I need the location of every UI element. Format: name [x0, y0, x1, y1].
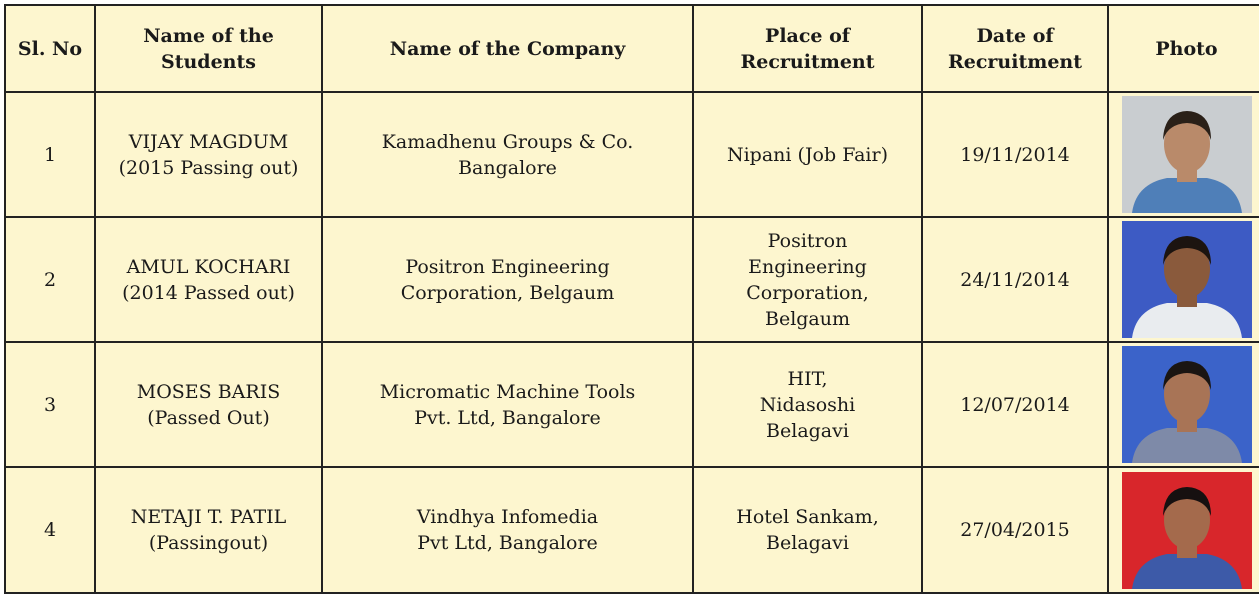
cell-line: Engineering: [748, 255, 867, 278]
cell-line: Recruitment: [740, 50, 875, 73]
cell-line: HIT,: [787, 367, 828, 390]
header-cell: Photo: [1107, 4, 1259, 93]
table-row: 2 AMUL KOCHARI (2014 Passed out) Positron E…: [4, 216, 1259, 343]
table-cell: NETAJI T. PATIL (Passingout): [94, 466, 323, 594]
cell-line: Nidasoshi: [759, 393, 856, 416]
header-cell: Date of Recruitment: [921, 4, 1109, 93]
cell-line: Bangalore: [458, 156, 557, 179]
photo-cell: [1107, 216, 1259, 343]
cell-line: (Passingout): [148, 532, 269, 554]
table-cell: Positron Engineering Corporation, Belgaum: [321, 216, 694, 343]
table-cell: 19/11/2014: [921, 91, 1109, 218]
cell-line: Date of: [976, 24, 1054, 47]
cell-line: 2: [43, 268, 57, 291]
photo: [1121, 471, 1252, 589]
table-cell: Nipani (Job Fair): [692, 91, 923, 218]
table-body: 1 VIJAY MAGDUM (2015 Passing out) Kamadhenu…: [4, 91, 1259, 594]
cell-line: 3: [43, 393, 57, 416]
cell-line: Belagavi: [766, 419, 849, 442]
cell-line: 12/07/2014: [960, 393, 1070, 416]
photo: [1121, 96, 1252, 213]
cell-line: Pvt Ltd, Bangalore: [417, 532, 598, 554]
cell-line: Name of the: [143, 24, 274, 47]
table-cell: 3: [4, 341, 96, 468]
table-row: 4 NETAJI T. PATIL (Passingout) Vindhya Info…: [4, 466, 1259, 594]
cell-line: Students: [161, 50, 256, 73]
header-cell: Name of the Company: [321, 4, 694, 93]
table-row: 1 VIJAY MAGDUM (2015 Passing out) Kamadhenu…: [4, 91, 1259, 218]
cell-line: (Passed Out): [147, 406, 270, 429]
photo: [1121, 346, 1252, 463]
cell-line: Positron Engineering: [405, 255, 610, 278]
photo: [1121, 221, 1252, 338]
cell-line: NETAJI T. PATIL: [130, 506, 287, 528]
header-row: Sl. No Name of the Students Name of the Com…: [4, 4, 1259, 93]
cell-line: AMUL KOCHARI: [126, 255, 291, 278]
header-cell: Name of the Students: [94, 4, 323, 93]
table-cell: 4: [4, 466, 96, 594]
cell-line: Name of the Company: [389, 37, 626, 60]
table-cell: 24/11/2014: [921, 216, 1109, 343]
cell-line: Photo: [1155, 37, 1218, 60]
cell-line: Corporation,: [746, 281, 869, 304]
table-cell: Micromatic Machine Tools Pvt. Ltd, Bangal…: [321, 341, 694, 468]
table-cell: Vindhya Infomedia Pvt Ltd, Bangalore: [321, 466, 694, 594]
header-cell: Place of Recruitment: [692, 4, 923, 93]
cell-line: MOSES BARIS: [136, 380, 281, 403]
cell-line: Vindhya Infomedia: [416, 506, 599, 528]
cell-line: Sl. No: [17, 37, 83, 60]
cell-line: Micromatic Machine Tools: [379, 380, 636, 403]
cell-line: Belgaum: [764, 307, 851, 330]
table-cell: Hotel Sankam, Belagavi: [692, 466, 923, 594]
photo-cell: [1107, 466, 1259, 594]
cell-line: Positron: [767, 229, 848, 252]
cell-line: Kamadhenu Groups & Co.: [381, 130, 634, 153]
cell-line: Belagavi: [766, 532, 849, 554]
table-cell: 1: [4, 91, 96, 218]
placement-table: Sl. No Name of the Students Name of the Com…: [4, 4, 1259, 594]
cell-line: Hotel Sankam,: [736, 506, 879, 528]
table-cell: MOSES BARIS (Passed Out): [94, 341, 323, 468]
table-cell: AMUL KOCHARI (2014 Passed out): [94, 216, 323, 343]
cell-line: 27/04/2015: [960, 519, 1070, 541]
cell-line: (2014 Passed out): [122, 281, 295, 304]
table-cell: 2: [4, 216, 96, 343]
table-row: 3 MOSES BARIS (Passed Out) Micromatic Machi…: [4, 341, 1259, 468]
table-cell: HIT, Nidasoshi Belagavi: [692, 341, 923, 468]
cell-line: (2015 Passing out): [118, 156, 299, 179]
header-cell: Sl. No: [4, 4, 96, 93]
cell-line: Place of: [765, 24, 850, 47]
cell-line: VIJAY MAGDUM: [128, 130, 289, 153]
cell-line: Nipani (Job Fair): [726, 143, 888, 166]
cell-line: 1: [43, 143, 57, 166]
photo-cell: [1107, 341, 1259, 468]
table-cell: 27/04/2015: [921, 466, 1109, 594]
cell-line: Recruitment: [947, 50, 1083, 73]
cell-line: Pvt. Ltd, Bangalore: [414, 406, 601, 429]
cell-line: 24/11/2014: [960, 268, 1070, 291]
table-cell: 12/07/2014: [921, 341, 1109, 468]
table-cell: Kamadhenu Groups & Co. Bangalore: [321, 91, 694, 218]
cell-line: Corporation, Belgaum: [400, 281, 615, 304]
cell-line: 4: [43, 519, 57, 541]
photo-cell: [1107, 91, 1259, 218]
table-cell: Positron Engineering Corporation, Belgaum: [692, 216, 923, 343]
cell-line: 19/11/2014: [960, 143, 1070, 166]
table-cell: VIJAY MAGDUM (2015 Passing out): [94, 91, 323, 218]
